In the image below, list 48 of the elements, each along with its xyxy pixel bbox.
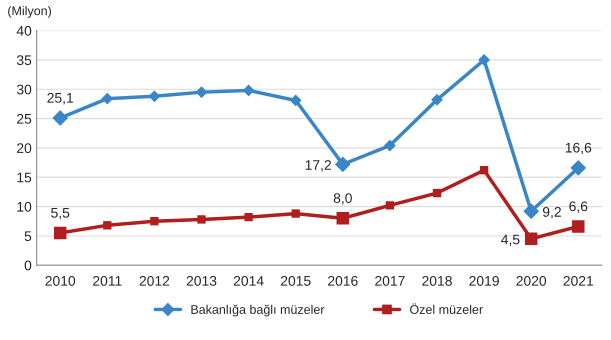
x-tick-label: 2021 [564, 276, 594, 286]
x-tick-label: 2011 [93, 276, 122, 286]
point [102, 93, 113, 104]
x-tick-label: 2020 [516, 276, 546, 286]
x-tick-label: 2018 [422, 276, 452, 286]
x-tick-label: 2012 [140, 276, 170, 286]
y-tick-label: 20 [17, 143, 32, 154]
y-tick-label: 40 [16, 26, 32, 36]
x-tick-label: 2010 [45, 276, 76, 286]
data-label: 4,5 [501, 234, 520, 246]
data-label: 9,2 [542, 206, 561, 218]
point [103, 221, 112, 230]
x-tick-label: 2017 [375, 276, 405, 286]
point [244, 212, 253, 222]
point [150, 217, 159, 226]
point [431, 94, 443, 106]
point [432, 188, 442, 198]
x-tick-label: 2015 [280, 276, 311, 286]
point [478, 54, 490, 66]
y-tick-label: 25 [17, 114, 32, 124]
y-tick-label: 10 [17, 202, 32, 212]
y-tick-label: 0 [24, 260, 32, 270]
x-tick-label: 2016 [328, 276, 358, 286]
point [290, 94, 302, 106]
legend-label: Özel müzeler [410, 303, 483, 314]
y-tick-label: 5 [24, 231, 32, 242]
point [196, 86, 208, 98]
data-label: 16,6 [566, 142, 592, 154]
data-label: 5,5 [51, 208, 70, 220]
point [197, 215, 206, 224]
data-label: 6,6 [569, 201, 588, 213]
y-tick-label: 35 [16, 55, 32, 66]
x-tick-label: 2014 [234, 276, 264, 286]
y-axis-title: (Milyon) [8, 6, 51, 18]
legend-label: Bakanlığa bağlı müzeler [191, 304, 324, 316]
data-label: 8,0 [334, 193, 352, 205]
y-tick-label: 15 [17, 172, 32, 182]
x-tick-label: 2019 [469, 276, 499, 286]
point [242, 84, 254, 96]
y-tick-label: 30 [16, 84, 32, 94]
point [480, 166, 488, 174]
point [386, 201, 394, 210]
data-label: 17,2 [306, 160, 331, 172]
x-tick-label: 2013 [186, 276, 216, 286]
point [148, 90, 160, 102]
point [384, 140, 396, 152]
data-label: 25,1 [47, 92, 74, 104]
point [292, 209, 300, 218]
